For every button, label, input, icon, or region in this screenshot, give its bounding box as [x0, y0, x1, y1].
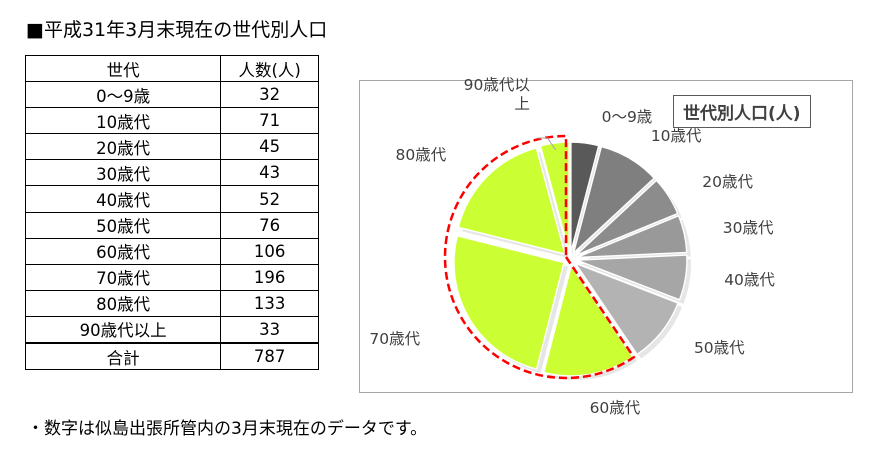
generation-cell: 90歳代以上: [24, 315, 222, 344]
count-cell: 71: [220, 107, 319, 135]
pie-label-30: 30歳代: [722, 219, 774, 238]
generation-cell: 10歳代: [24, 107, 222, 135]
count-cell: 76: [220, 211, 319, 239]
pie-label-40: 40歳代: [724, 271, 775, 290]
pie-label-20: 20歳代: [702, 172, 753, 191]
generation-cell: 20歳代: [24, 133, 222, 161]
count-cell: 33: [220, 315, 319, 344]
table-row: 0〜9歳 32: [24, 81, 319, 109]
chart-title: 世代別人口(人): [673, 95, 811, 128]
table-row: 80歳代 133: [24, 289, 319, 317]
page-title: ■平成31年3月末現在の世代別人口: [26, 19, 328, 41]
column-header-count: 人数(人): [220, 54, 319, 83]
pie-slice-80: [457, 147, 566, 255]
total-label: 合計: [24, 342, 222, 371]
highlight-outline: [443, 134, 636, 380]
generation-cell: 80歳代: [24, 289, 222, 317]
generation-cell: 30歳代: [24, 159, 222, 187]
pie-slice-40: [576, 254, 688, 301]
generation-cell: 0〜9歳: [24, 81, 222, 109]
total-value: 787: [220, 342, 319, 371]
pie-slice-50: [574, 262, 679, 356]
pie-chart: [443, 134, 691, 380]
pie-label-50: 50歳代: [693, 338, 745, 357]
table-header-row: 世代 人数(人): [24, 54, 319, 83]
pie-label-09: 0〜9歳: [601, 108, 653, 127]
pie-slice-09: [570, 141, 600, 253]
population-table: 世代 人数(人) 0〜9歳 32 10歳代 71 20歳代 45 30歳代 43 40歳代 52 5…: [24, 54, 319, 371]
count-cell: 32: [220, 81, 319, 109]
table-row: 90歳代以上 33: [24, 315, 319, 344]
footnote: ・数字は似島出張所管内の3月末現在のデータです。: [27, 419, 428, 439]
generation-cell: 70歳代: [24, 263, 222, 291]
table-row: 20歳代 45: [24, 133, 319, 161]
pie-slice-10: [572, 145, 655, 254]
count-cell: 43: [220, 159, 319, 187]
pie-label-10: 10歳代: [650, 126, 702, 145]
table-row: 70歳代 196: [24, 263, 319, 291]
count-cell: 52: [220, 185, 319, 213]
column-header-generation: 世代: [24, 54, 222, 83]
pie-slice-90plus: [539, 141, 570, 253]
pie-label-70: 70歳代: [369, 329, 421, 348]
count-cell: 45: [220, 133, 319, 161]
table-row: 50歳代 76: [24, 211, 319, 239]
table-row: 10歳代 71: [24, 107, 319, 135]
pie-chart-area: 世代別人口(人) 0〜9歳 10歳代 20歳代 30歳代 40歳代 50歳代 60歳代 70歳…: [359, 76, 853, 417]
table-total-row: 合計 787: [24, 342, 319, 371]
count-cell: 106: [220, 237, 319, 265]
count-cell: 133: [220, 289, 319, 317]
pie-slice-30: [576, 215, 688, 259]
generation-cell: 60歳代: [24, 237, 222, 265]
count-cell: 196: [220, 263, 319, 291]
pie-label-80: 80歳代: [395, 146, 447, 165]
pie-label-60: 60歳代: [589, 398, 641, 417]
pie-slice-20: [575, 179, 679, 256]
leader-line-90plus: [537, 137, 556, 151]
table-row: 60歳代 106: [24, 237, 319, 265]
pie-label-90plus: 90歳代以上: [463, 76, 530, 114]
table-row: 40歳代 52: [24, 185, 319, 213]
generation-cell: 40歳代: [24, 185, 222, 213]
pie-slice-70: [453, 235, 565, 370]
table-row: 30歳代 43: [24, 159, 319, 187]
generation-cell: 50歳代: [24, 211, 222, 239]
